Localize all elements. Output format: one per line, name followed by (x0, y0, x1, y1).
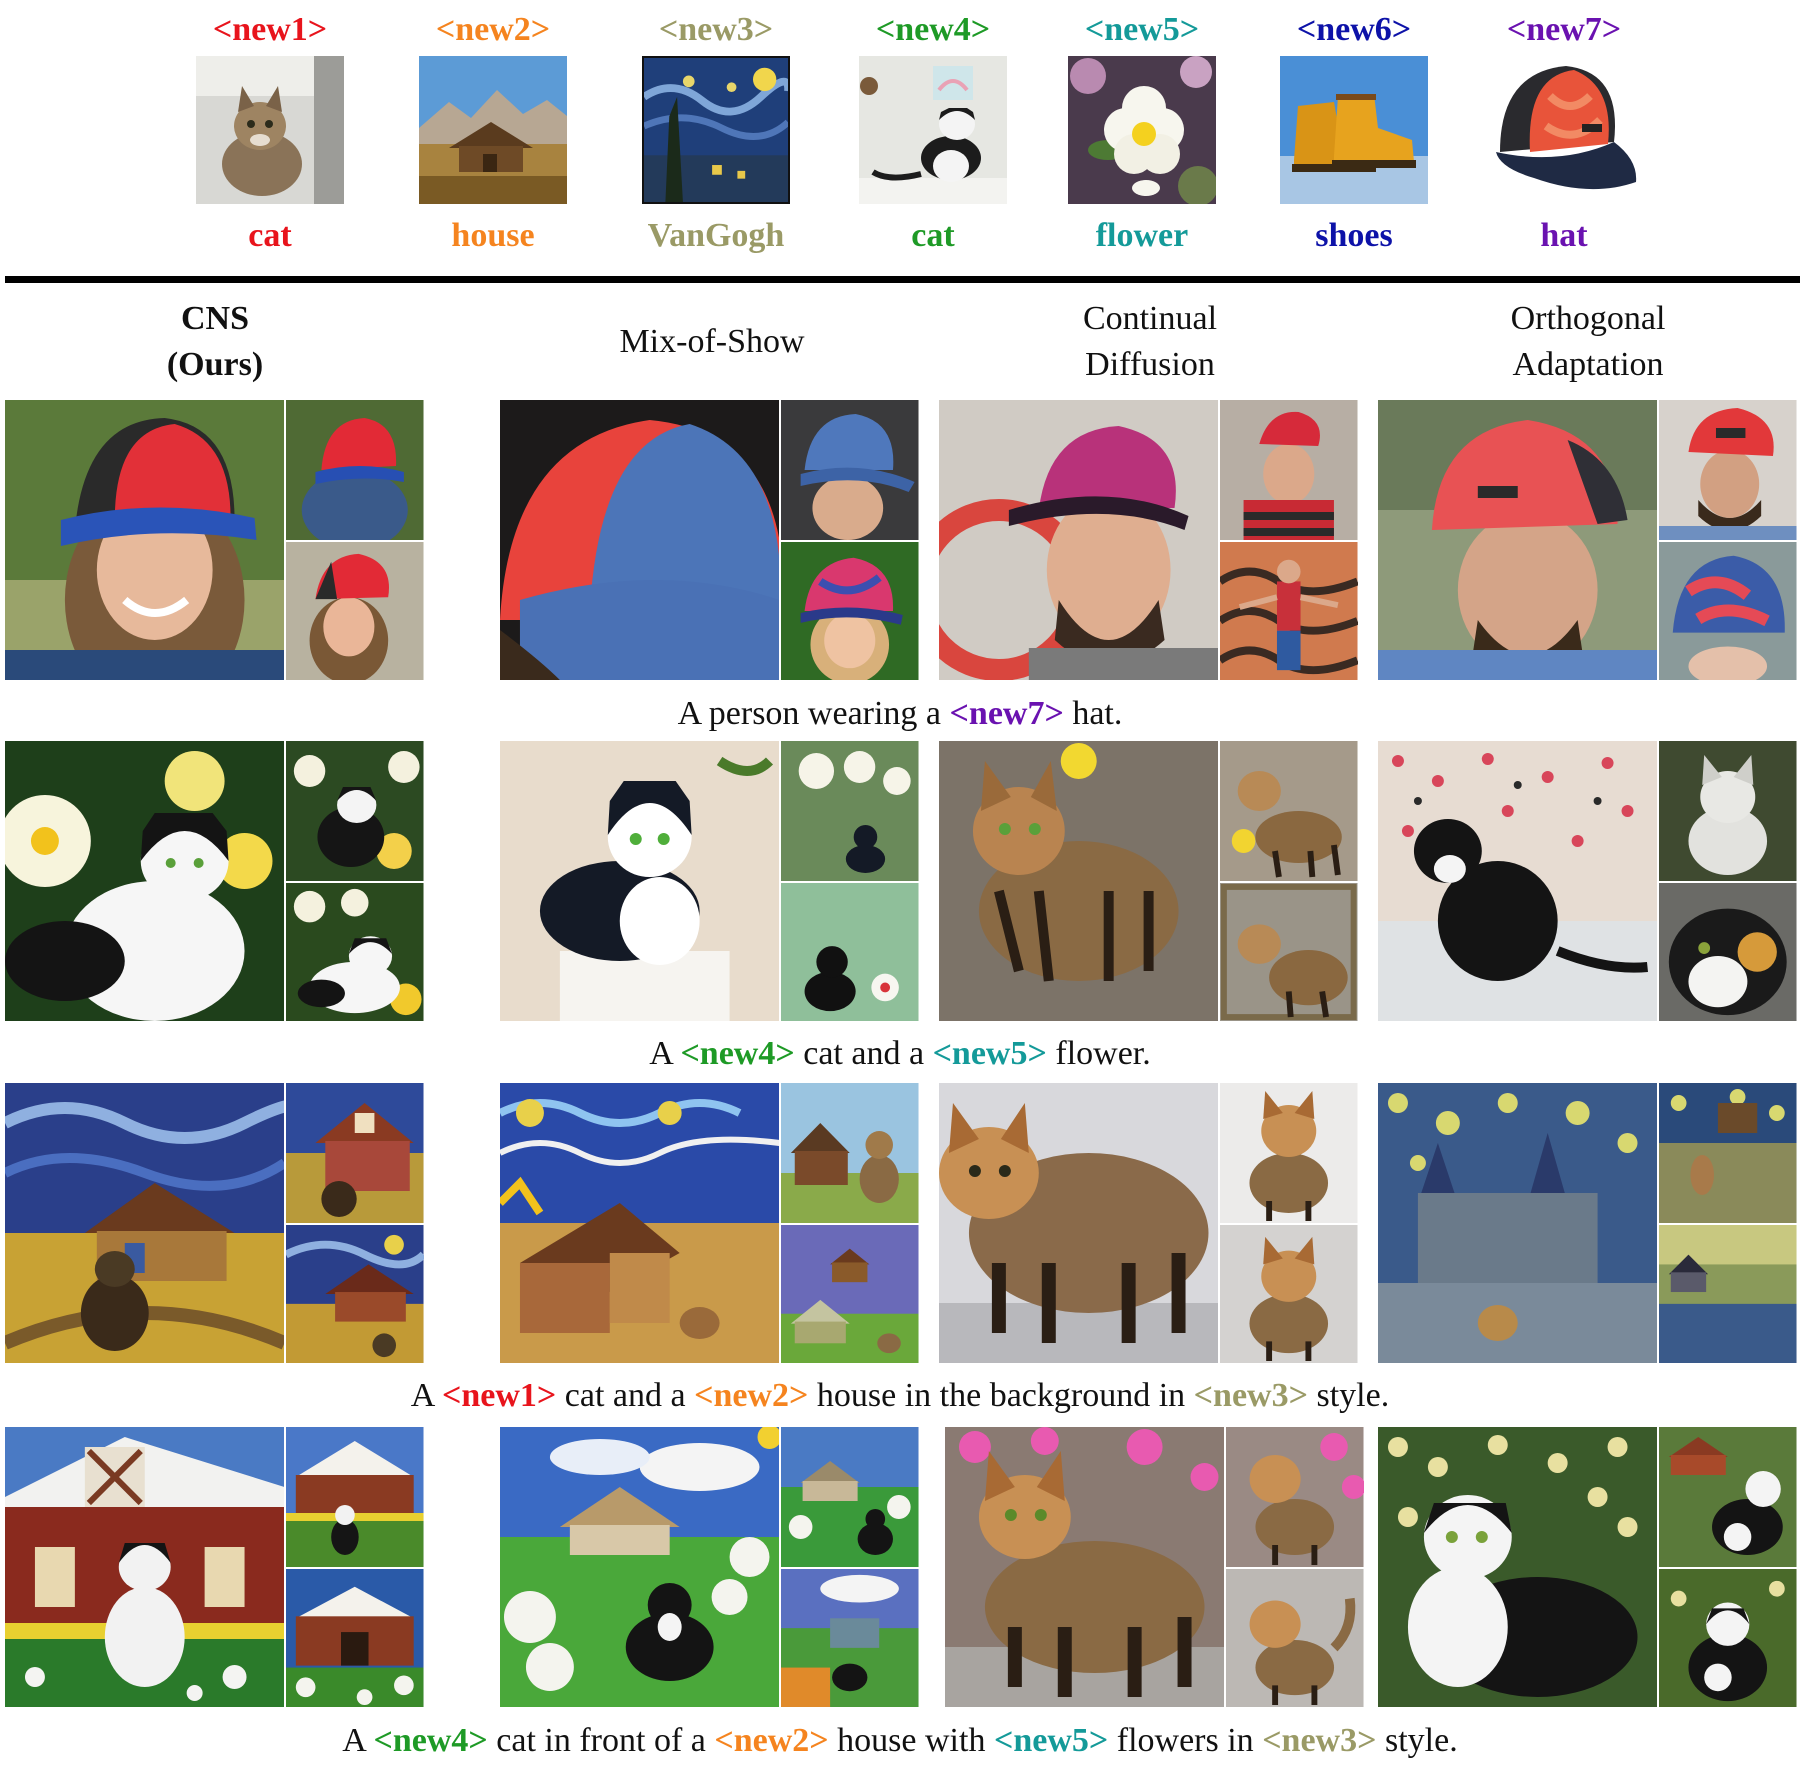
orthogonal-adaptation-cat-house-flower-vangogh-results-icon (1378, 1427, 1797, 1707)
concept-label: house (451, 217, 535, 254)
concept-new2: <new2> house (383, 12, 603, 256)
caption-token: <new2> (694, 1377, 809, 1414)
method-subtitle: (Ours) (166, 346, 264, 383)
continual-diffusion-cat-house-flower-vangogh-results-icon (945, 1427, 1364, 1707)
method-header-continual-diffusion: Continual Diffusion (970, 296, 1330, 388)
cns-hat-results-icon (5, 400, 424, 680)
concept-label: hat (1540, 217, 1588, 254)
caption-text: flower. (1046, 1035, 1151, 1072)
caption-token: <new4> (680, 1035, 795, 1072)
orthogonal-adaptation-cat-house-vangogh-results-icon (1378, 1083, 1797, 1363)
cns-cat-flower-results-icon (5, 741, 424, 1021)
concept-label: flower (1095, 217, 1189, 254)
concept-token: <new7> (1506, 11, 1622, 48)
concept-token: <new2> (435, 11, 551, 48)
orthogonal-adaptation-hat-results-icon (1378, 400, 1797, 680)
continual-diffusion-cat-flower-results-icon (939, 741, 1358, 1021)
prompt-caption-1: A person wearing a <new7> hat. (0, 694, 1800, 734)
concept-token: <new5> (1084, 11, 1200, 48)
caption-text: house with (828, 1722, 994, 1759)
orthogonal-adaptation-cat-flower-results-icon (1378, 741, 1797, 1021)
concept-label: cat (911, 217, 955, 254)
method-name: Orthogonal (1510, 300, 1666, 337)
concept-new7: <new7> hat (1454, 12, 1674, 256)
caption-token: <new7> (949, 695, 1064, 732)
tuxedo-cat-photo-icon (859, 56, 1007, 204)
concept-new3: <new3> VanGogh (606, 12, 826, 256)
concept-new1: <new1> cat (160, 12, 380, 256)
method-subtitle: Diffusion (1085, 346, 1215, 383)
caption-text: A (410, 1377, 442, 1414)
caption-token: <new1> (441, 1377, 557, 1414)
concept-new4: <new4> cat (823, 12, 1043, 256)
caption-text: A (342, 1722, 374, 1759)
cns-cat-house-vangogh-results-icon (5, 1083, 424, 1363)
concept-new5: <new5> flower (1032, 12, 1252, 256)
concept-token: <new6> (1296, 11, 1412, 48)
mixofshow-cat-house-flower-vangogh-results-icon (500, 1427, 919, 1707)
caption-token: <new3> (1262, 1722, 1377, 1759)
concept-token: <new1> (212, 11, 328, 48)
concept-token: <new4> (875, 11, 991, 48)
caption-text: cat in front of a (487, 1722, 715, 1759)
caption-token: <new5> (993, 1722, 1109, 1759)
caption-token: <new5> (932, 1035, 1047, 1072)
caption-text: hat. (1063, 695, 1123, 732)
method-name: CNS (180, 300, 250, 337)
red-trucker-hat-photo-icon (1490, 56, 1638, 204)
prompt-caption-2: A <new4> cat and a <new5> flower. (0, 1034, 1800, 1074)
caption-text: A (649, 1035, 681, 1072)
caption-token: <new4> (373, 1722, 488, 1759)
caption-text: cat and a (794, 1035, 933, 1072)
method-header-mix-of-show: Mix-of-Show (532, 319, 892, 365)
prompt-caption-4: A <new4> cat in front of a <new2> house … (0, 1721, 1800, 1761)
mixofshow-cat-flower-results-icon (500, 741, 919, 1021)
concept-label: shoes (1315, 217, 1393, 254)
caption-text: style. (1307, 1377, 1390, 1414)
method-subtitle: Adaptation (1512, 346, 1664, 383)
mixofshow-cat-house-vangogh-results-icon (500, 1083, 919, 1363)
fluffy-kitten-photo-icon (196, 56, 344, 204)
barn-mountain-photo-icon (419, 56, 567, 204)
method-name: Mix-of-Show (619, 323, 805, 360)
starry-night-painting-icon (642, 56, 790, 204)
caption-token: <new2> (714, 1722, 829, 1759)
concept-new6: <new6> shoes (1244, 12, 1464, 256)
method-header-orthogonal-adaptation: Orthogonal Adaptation (1408, 296, 1768, 388)
concept-label: cat (248, 217, 292, 254)
method-header-cns: CNS (Ours) (35, 296, 395, 388)
concept-token: <new3> (658, 11, 774, 48)
caption-text: flowers in (1108, 1722, 1263, 1759)
caption-text: A person wearing a (677, 695, 950, 732)
yellow-boots-photo-icon (1280, 56, 1428, 204)
continual-diffusion-cat-house-vangogh-results-icon (939, 1083, 1358, 1363)
mixofshow-hat-results-icon (500, 400, 919, 680)
caption-text: house in the background in (808, 1377, 1194, 1414)
separator-rule (5, 276, 1800, 283)
caption-text: cat and a (556, 1377, 695, 1414)
method-name: Continual (1082, 300, 1218, 337)
prompt-caption-3: A <new1> cat and a <new2> house in the b… (0, 1376, 1800, 1416)
cns-cat-house-flower-vangogh-results-icon (5, 1427, 424, 1707)
white-flower-photo-icon (1068, 56, 1216, 204)
continual-diffusion-hat-results-icon (939, 400, 1358, 680)
caption-text: style. (1376, 1722, 1458, 1759)
concept-label: VanGogh (647, 217, 785, 254)
caption-token: <new3> (1193, 1377, 1308, 1414)
